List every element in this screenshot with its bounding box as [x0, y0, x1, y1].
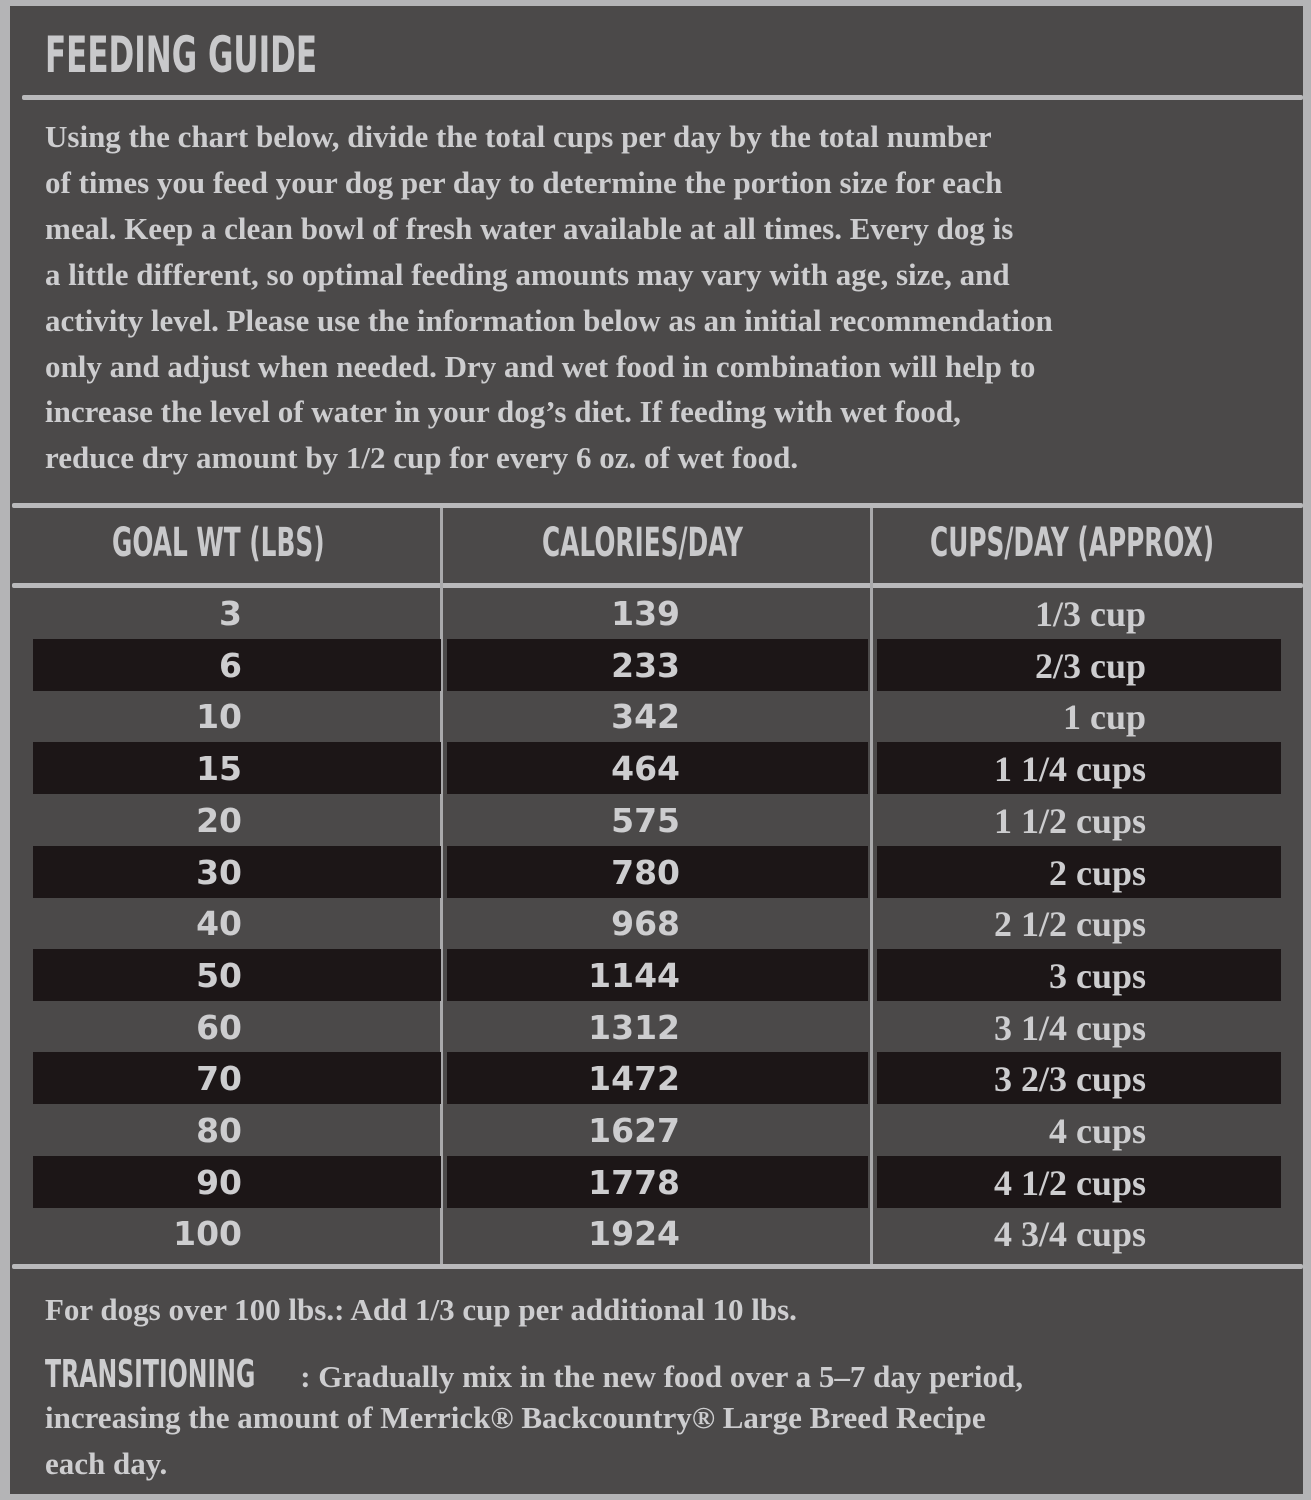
- goal-weight-cell: 80: [196, 1111, 242, 1150]
- transition-label: TRANSITIONING: [45, 1352, 256, 1396]
- over-100-note: For dogs over 100 lbs.: Add 1/3 cup per …: [45, 1292, 797, 1327]
- page-title: FEEDING GUIDE: [45, 26, 318, 84]
- divider: [22, 95, 1303, 100]
- goal-weight-cell: 60: [196, 1007, 242, 1047]
- intro-line: Using the chart below, divide the total …: [45, 119, 992, 154]
- intro-line: only and adjust when needed. Dry and wet…: [45, 348, 1036, 384]
- table-row: 90 1778 4 1/2 cups: [0, 1155, 1311, 1208]
- calories-cell: 1312: [588, 1007, 680, 1047]
- row-band: [877, 638, 1281, 691]
- column-divider: [870, 508, 873, 1264]
- calories-cell: 233: [611, 645, 680, 685]
- intro-line: activity level. Please use the informati…: [45, 302, 1053, 338]
- goal-weight-cell: 10: [196, 697, 242, 737]
- table-row: 15 464 1 1/4 cups: [0, 742, 1311, 795]
- table-row: 40 968 2 1/2 cups: [0, 897, 1311, 949]
- table-row: 20 575 1 1/2 cups: [0, 794, 1311, 846]
- calories-cell: 342: [611, 697, 680, 737]
- calories-cell: 780: [611, 852, 680, 892]
- calories-cell: 968: [611, 904, 680, 944]
- row-band: [877, 948, 1281, 1001]
- row-band: [447, 845, 868, 898]
- intro-line: reduce dry amount by 1/2 cup for every 6…: [45, 440, 799, 476]
- calories-cell: 1778: [588, 1162, 680, 1202]
- cups-cell: 1/3 cup: [1034, 594, 1146, 634]
- row-band: [447, 1052, 868, 1105]
- cups-cell: 3 cups: [1048, 955, 1146, 996]
- goal-weight-cell: 6: [219, 645, 242, 685]
- goal-weight-cell: 90: [196, 1162, 242, 1202]
- row-band: [33, 638, 441, 691]
- cups-cell: 2 1/2 cups: [993, 904, 1146, 945]
- transition-line: TRANSITIONING : Gradually mix in the new …: [45, 1352, 1023, 1396]
- transition-text: : Gradually mix in the new food over a 5…: [300, 1359, 1023, 1394]
- row-band: [33, 1052, 441, 1105]
- calories-cell: 464: [611, 749, 680, 789]
- row-band: [33, 1155, 441, 1208]
- cups-cell: 1 cup: [1062, 697, 1146, 738]
- divider: [12, 583, 1303, 588]
- row-band: [33, 742, 441, 795]
- divider: [12, 503, 1303, 508]
- row-band: [33, 948, 441, 1001]
- cups-cell: 4 cups: [1048, 1111, 1146, 1151]
- header-calories: CALORIES/DAY: [542, 520, 743, 566]
- calories-cell: 1144: [588, 955, 680, 995]
- table-row: 70 1472 3 2/3 cups: [0, 1052, 1311, 1105]
- table-row: 60 1312 3 1/4 cups: [0, 1001, 1311, 1053]
- intro-line: meal. Keep a clean bowl of fresh water a…: [45, 210, 1014, 246]
- goal-weight-cell: 3: [219, 594, 242, 633]
- cups-cell: 3 2/3 cups: [993, 1059, 1146, 1100]
- goal-weight-cell: 15: [196, 749, 242, 789]
- row-band: [877, 845, 1281, 898]
- cups-cell: 4 3/4 cups: [993, 1214, 1146, 1255]
- divider: [12, 1264, 1303, 1269]
- goal-weight-cell: 40: [196, 904, 242, 944]
- intro-line: increase the level of water in your dog’…: [45, 394, 961, 430]
- cups-cell: 2 cups: [1048, 852, 1146, 893]
- intro-line: a little different, so optimal feeding a…: [45, 256, 1010, 292]
- row-band: [33, 845, 441, 898]
- goal-weight-cell: 70: [196, 1059, 242, 1099]
- table-row: 50 1144 3 cups: [0, 948, 1311, 1001]
- calories-cell: 1472: [588, 1059, 680, 1099]
- table-row: 30 780 2 cups: [0, 845, 1311, 898]
- calories-cell: 1924: [588, 1214, 680, 1254]
- row-band: [877, 742, 1281, 795]
- cups-cell: 4 1/2 cups: [993, 1162, 1146, 1203]
- row-band: [447, 638, 868, 691]
- goal-weight-cell: 20: [196, 800, 242, 840]
- goal-weight-cell: 50: [196, 955, 242, 995]
- table-row: 100 1924 4 3/4 cups: [0, 1207, 1311, 1259]
- calories-cell: 575: [611, 800, 680, 840]
- goal-weight-cell: 100: [173, 1214, 242, 1254]
- row-band: [447, 742, 868, 795]
- transition-line: each day.: [45, 1446, 168, 1481]
- column-divider: [440, 508, 443, 1264]
- cups-cell: 1 1/4 cups: [993, 749, 1146, 790]
- transition-line: increasing the amount of Merrick® Backco…: [45, 1400, 986, 1435]
- calories-cell: 1627: [588, 1111, 680, 1150]
- row-band: [877, 1155, 1281, 1208]
- row-band: [447, 948, 868, 1001]
- header-goal-weight: GOAL WT (LBS): [112, 520, 325, 566]
- goal-weight-cell: 30: [196, 852, 242, 892]
- table-row: 3 139 1/3 cup: [0, 587, 1311, 639]
- header-cups: CUPS/DAY (APPROX): [930, 520, 1215, 566]
- table-row: 10 342 1 cup: [0, 690, 1311, 742]
- cups-cell: 3 1/4 cups: [993, 1007, 1146, 1048]
- table-row: 6 233 2/3 cup: [0, 638, 1311, 691]
- intro-line: of times you feed your dog per day to de…: [45, 164, 1003, 200]
- cups-cell: 1 1/2 cups: [993, 800, 1146, 841]
- intro-paragraph: Using the chart below, divide the total …: [45, 114, 1053, 481]
- row-band: [447, 1155, 868, 1208]
- row-band: [877, 1052, 1281, 1105]
- table-row: 80 1627 4 cups: [0, 1104, 1311, 1156]
- calories-cell: 139: [611, 594, 680, 633]
- cups-cell: 2/3 cup: [1034, 645, 1146, 686]
